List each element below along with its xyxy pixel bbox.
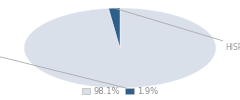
Legend: 98.1%, 1.9%: 98.1%, 1.9% [82, 87, 158, 96]
Text: HISPANIC: HISPANIC [114, 8, 240, 52]
Wedge shape [108, 8, 120, 48]
Text: WHITE: WHITE [0, 44, 126, 88]
Wedge shape [24, 8, 216, 88]
